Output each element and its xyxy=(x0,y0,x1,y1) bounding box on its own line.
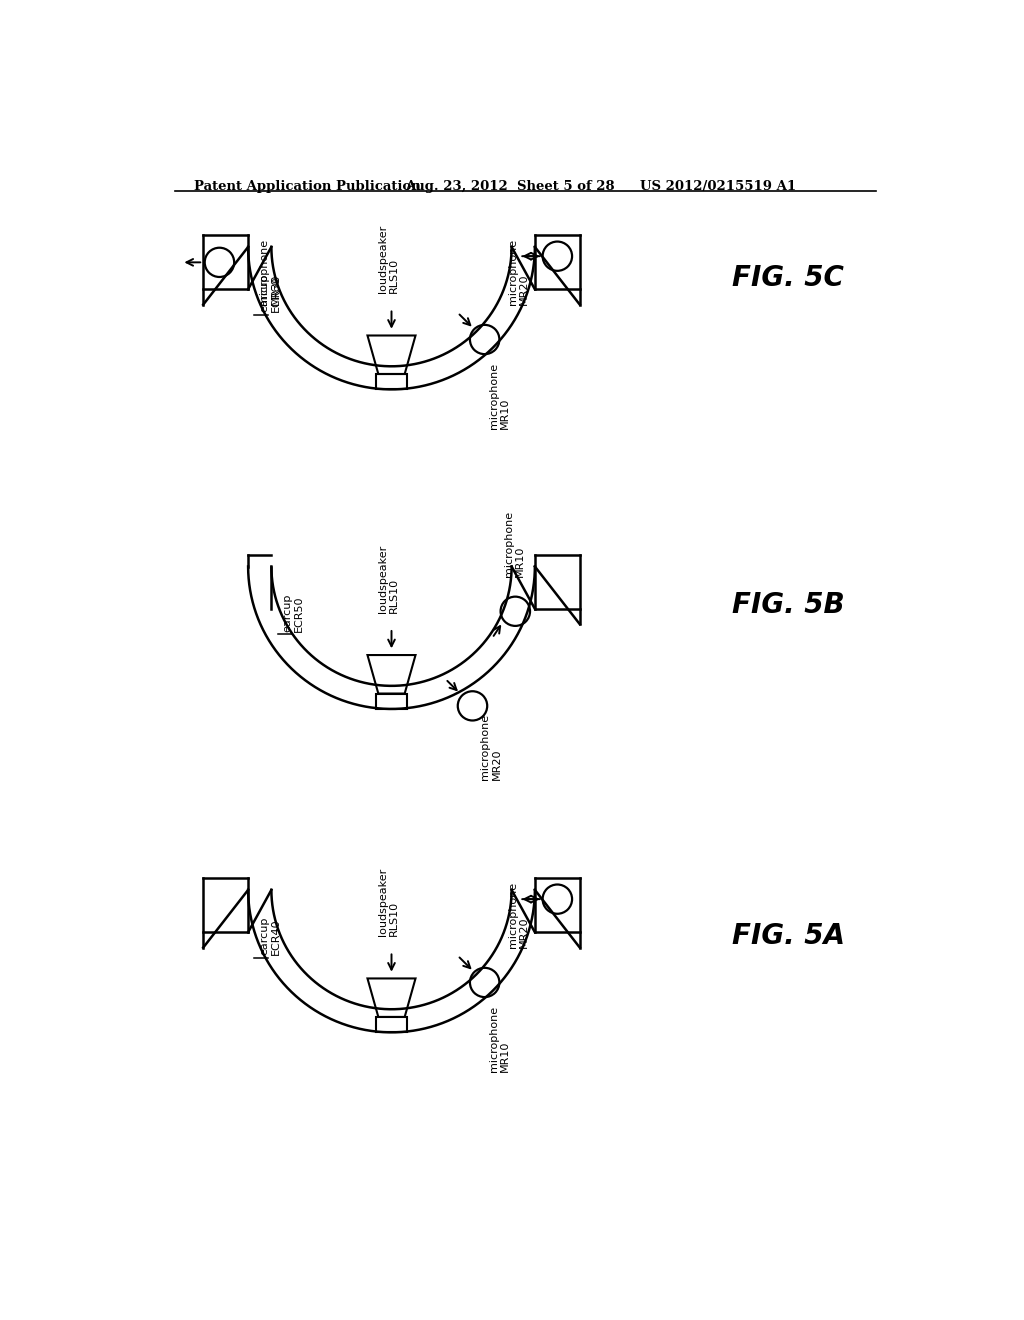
Text: earcup
ECR60: earcup ECR60 xyxy=(259,275,281,313)
Bar xyxy=(376,693,407,709)
Text: microphone
MR20: microphone MR20 xyxy=(508,882,529,948)
Text: FIG. 5B: FIG. 5B xyxy=(732,591,845,619)
Text: microphone
MR20: microphone MR20 xyxy=(508,239,529,305)
Text: loudspeaker
RLS10: loudspeaker RLS10 xyxy=(378,544,399,612)
Text: FIG. 5C: FIG. 5C xyxy=(732,264,845,292)
Text: microphone
MR30: microphone MR30 xyxy=(259,239,281,305)
Text: microphone
MR10: microphone MR10 xyxy=(488,1006,510,1072)
Text: earcup
ECR40: earcup ECR40 xyxy=(259,917,281,956)
Text: Patent Application Publication: Patent Application Publication xyxy=(194,180,421,193)
Text: loudspeaker
RLS10: loudspeaker RLS10 xyxy=(378,867,399,936)
Text: US 2012/0215519 A1: US 2012/0215519 A1 xyxy=(640,180,796,193)
Bar xyxy=(376,374,407,389)
Text: earcup
ECR50: earcup ECR50 xyxy=(283,594,304,632)
Text: FIG. 5A: FIG. 5A xyxy=(732,923,846,950)
Text: microphone
MR20: microphone MR20 xyxy=(480,714,502,780)
Text: microphone
MR10: microphone MR10 xyxy=(504,511,525,577)
Bar xyxy=(376,1016,407,1032)
Text: microphone
MR10: microphone MR10 xyxy=(488,363,510,429)
Text: loudspeaker
RLS10: loudspeaker RLS10 xyxy=(378,224,399,293)
Text: Aug. 23, 2012  Sheet 5 of 28: Aug. 23, 2012 Sheet 5 of 28 xyxy=(406,180,615,193)
